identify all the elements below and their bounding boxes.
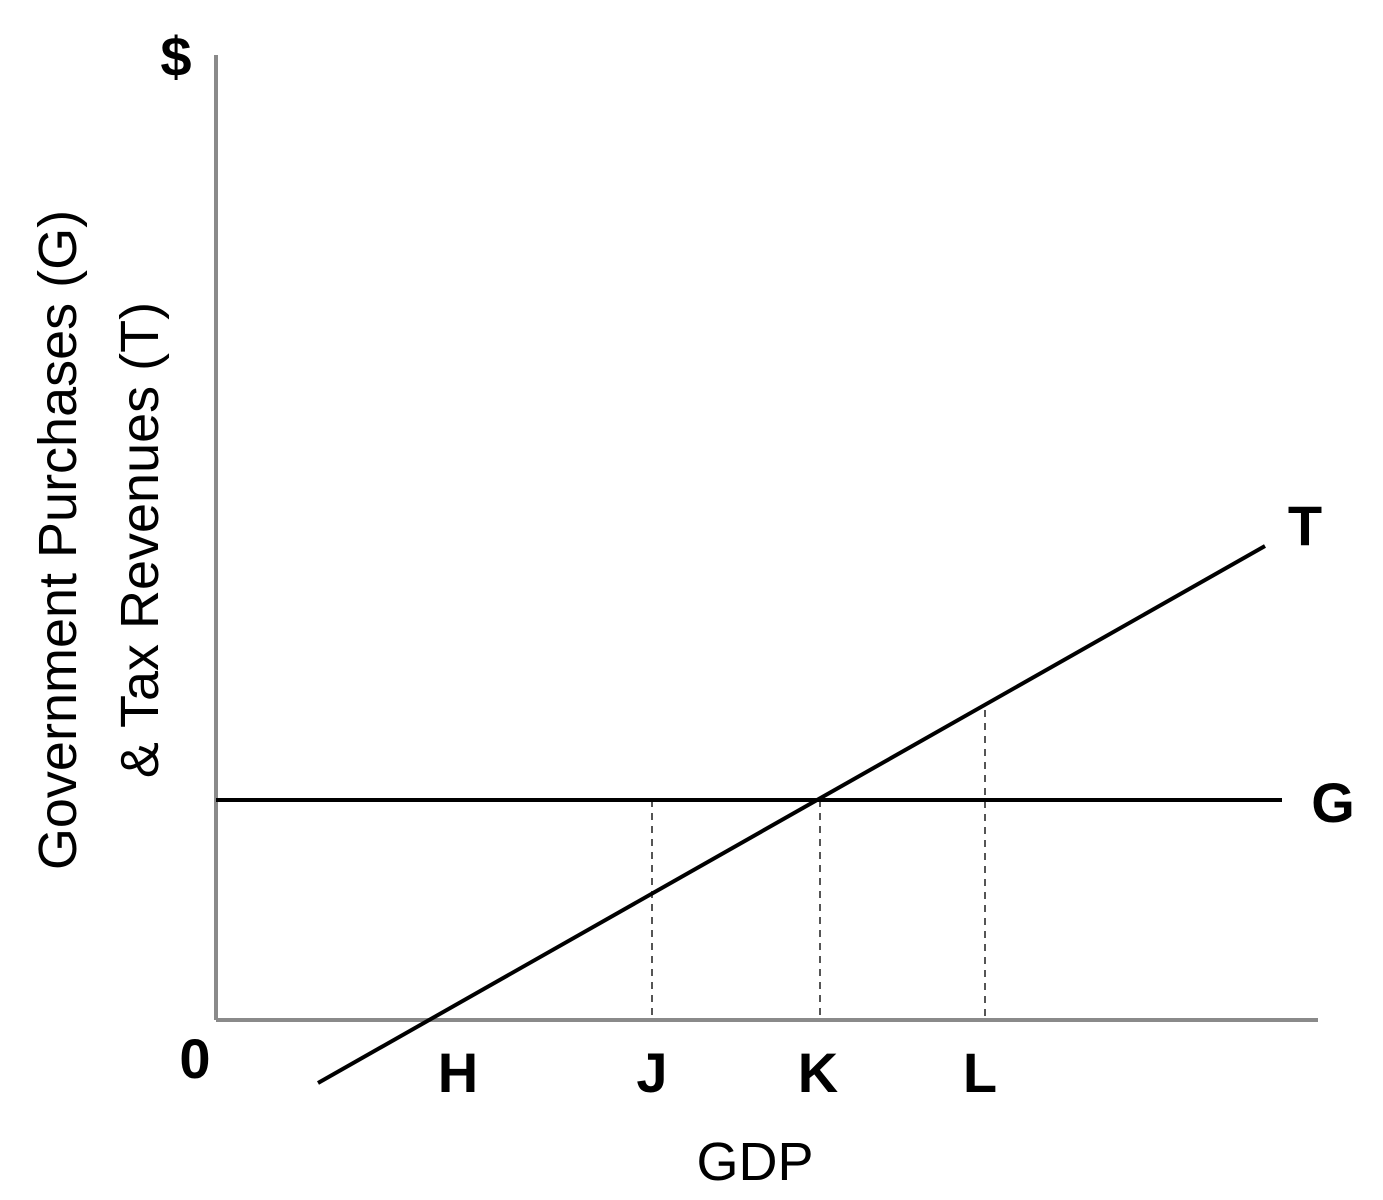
origin-label: 0 (179, 1027, 210, 1090)
tick-label-h: H (438, 1041, 478, 1104)
tick-label-j: J (636, 1041, 667, 1104)
x-axis-title: GDP (696, 1132, 813, 1192)
y-axis-title-line1: Government Purchases (G) (28, 210, 88, 870)
government-line-label: G (1311, 771, 1355, 834)
y-unit-label: $ (160, 25, 191, 88)
tax-revenue-line (317, 544, 1266, 1085)
y-axis-title-line2: & Tax Revenues (T) (110, 302, 170, 778)
tick-label-l: L (963, 1041, 997, 1104)
tax-line-label: T (1288, 494, 1322, 557)
tick-label-k: K (798, 1041, 838, 1104)
